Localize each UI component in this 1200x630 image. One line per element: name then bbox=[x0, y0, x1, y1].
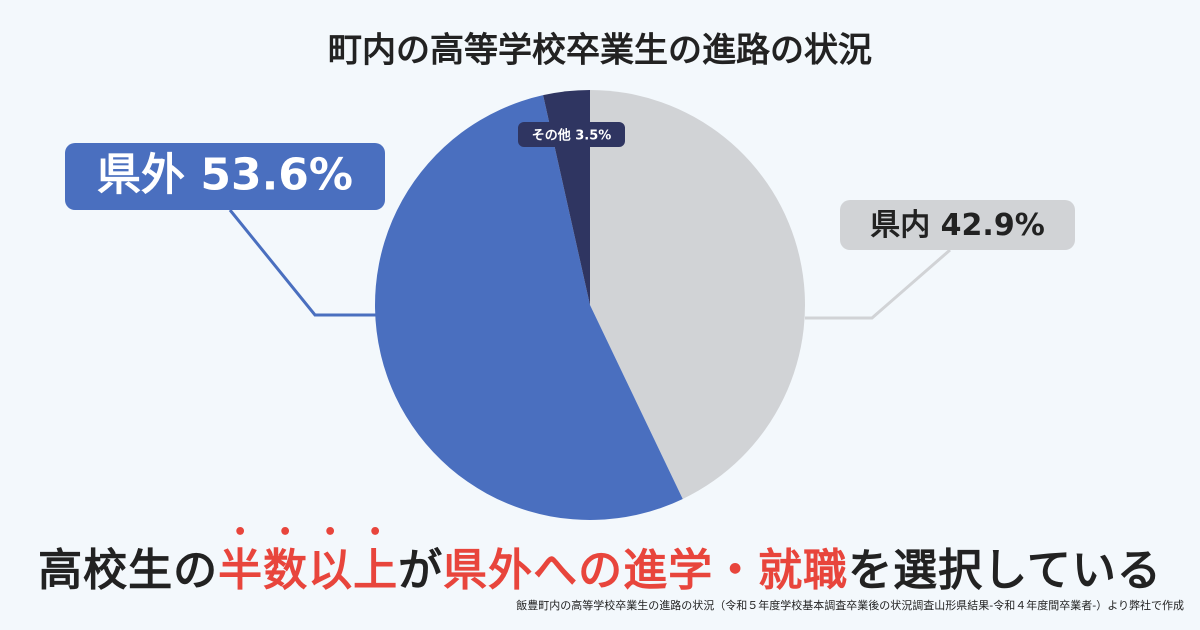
source-note: 飯豊町内の高等学校卒業生の進路の状況（令和５年度学校基本調査卒業後の状況調査山形… bbox=[516, 599, 1184, 612]
headline-part: 県外への進学・就職 bbox=[443, 545, 849, 596]
headline-part: を選択している bbox=[848, 545, 1162, 596]
pie-slice bbox=[590, 89, 806, 499]
headline: 高校生の半数以上が県外への進学・就職を選択している bbox=[0, 520, 1200, 598]
headline-part: が bbox=[398, 545, 444, 596]
label-box bbox=[65, 143, 385, 210]
label-box bbox=[840, 200, 1075, 250]
pie-slice bbox=[375, 95, 683, 520]
category-label: 県内 bbox=[870, 208, 930, 243]
value-label: 53.6% bbox=[185, 150, 353, 201]
headline-part: 半数以上 bbox=[218, 545, 399, 596]
value-label: 42.9% bbox=[930, 208, 1045, 243]
value-label: 3.5% bbox=[571, 128, 612, 143]
category-label: 県外 bbox=[97, 150, 185, 201]
slice-label: 県外 53.6% bbox=[97, 150, 353, 201]
leader-line bbox=[228, 209, 378, 317]
category-label: その他 bbox=[532, 127, 571, 143]
pie bbox=[375, 89, 806, 520]
slice-label: 県内 42.9% bbox=[870, 208, 1045, 243]
label-box bbox=[518, 122, 625, 147]
chart-title: 町内の高等学校卒業生の進路の状況 bbox=[328, 31, 872, 71]
leader-line bbox=[805, 248, 951, 320]
headline-part: 高校生の bbox=[38, 545, 219, 596]
slice-label: その他 3.5% bbox=[532, 127, 612, 143]
